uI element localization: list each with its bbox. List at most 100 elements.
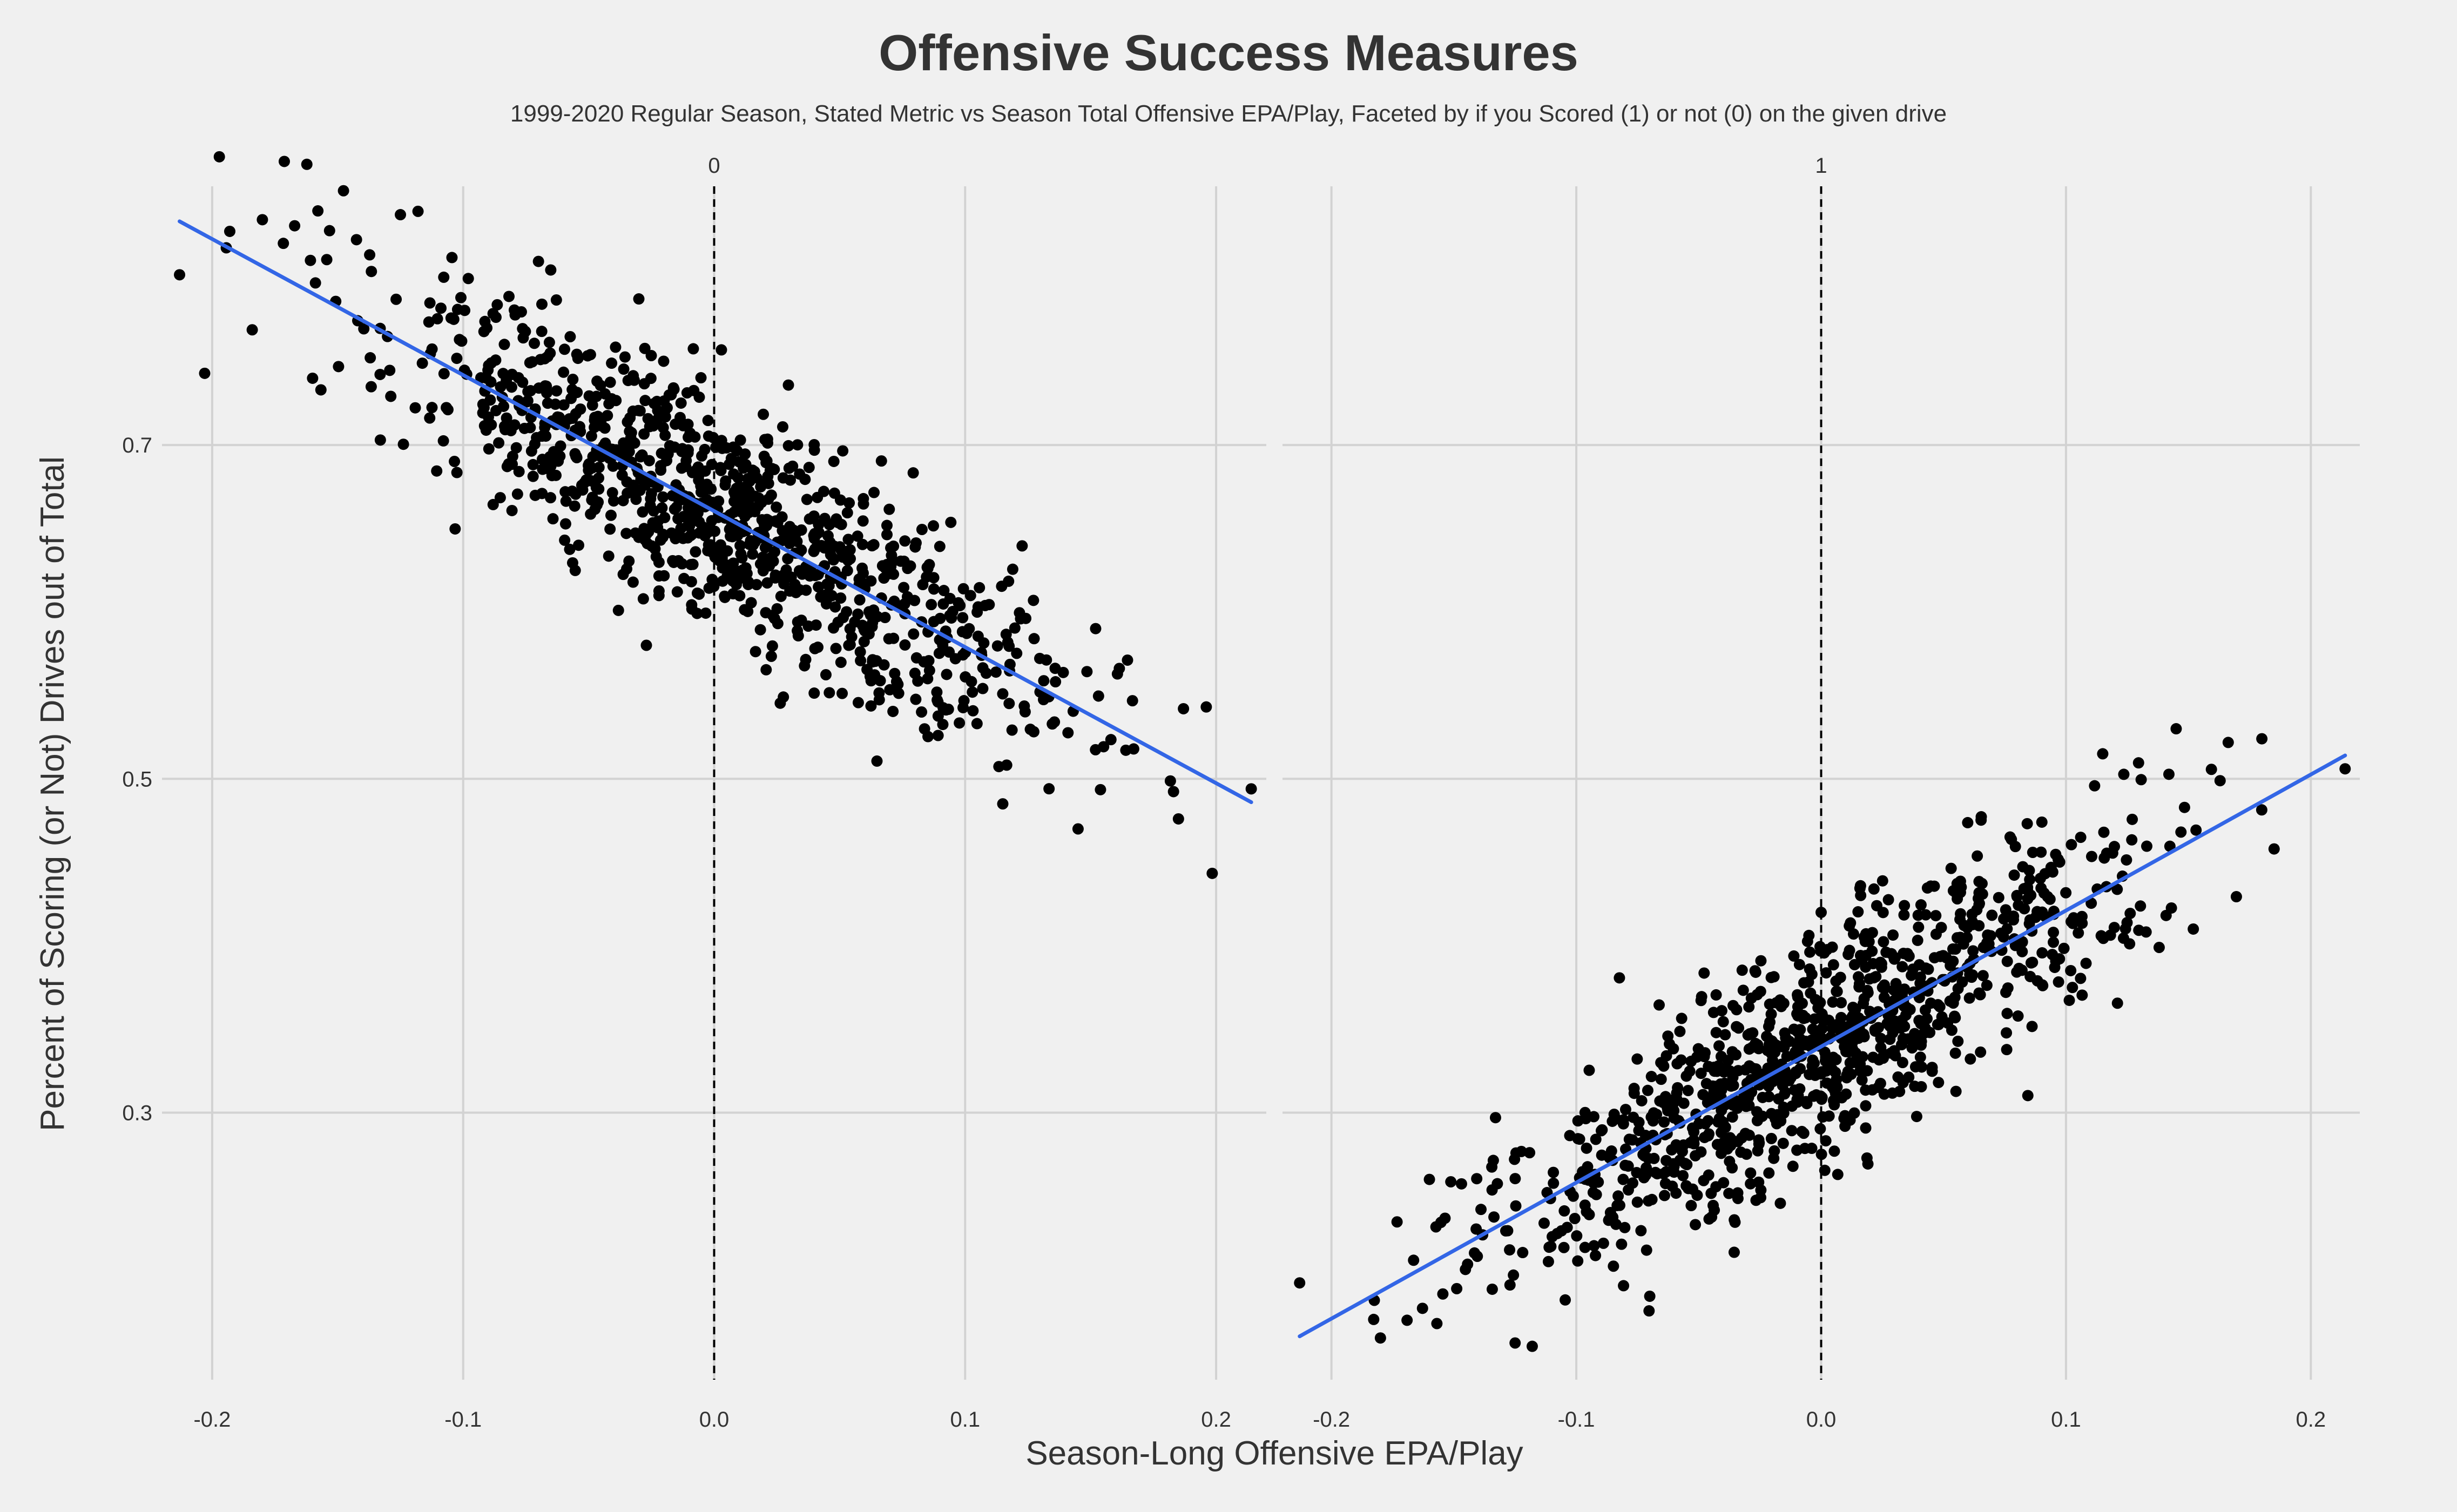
data-point [1805,987,1817,999]
data-point [763,515,775,526]
data-point [777,472,789,484]
data-point [1491,1178,1503,1190]
data-point [487,308,499,320]
data-point [1007,563,1018,575]
data-point [1815,945,1827,957]
data-point [498,400,510,412]
data-point [1002,636,1014,648]
data-point [1901,948,1913,960]
data-point [1853,981,1865,993]
data-point [916,706,928,718]
data-point [823,580,835,592]
data-point [731,578,742,590]
data-point [1921,1013,1933,1025]
data-point [1715,1050,1727,1062]
data-point [550,294,562,306]
data-point [1445,1176,1457,1188]
data-point [1488,1211,1500,1223]
data-point [1678,1139,1690,1151]
data-point [1597,1237,1609,1249]
x-tick-label: 0.0 [1806,1408,1837,1432]
data-point [872,611,883,623]
data-point [2050,848,2062,860]
data-point [1961,922,1973,934]
data-point [2153,941,2165,953]
data-point [1778,1107,1790,1119]
data-point [794,468,806,480]
data-point [1695,1068,1707,1079]
data-point [1832,1169,1844,1180]
data-point [774,697,786,709]
y-axis-label: Percent of Scoring (or Not) Drives out o… [34,456,71,1131]
data-point [1860,1100,1872,1112]
x-tick-label: 0.2 [2296,1408,2326,1432]
x-tick-label: -0.1 [1558,1408,1595,1432]
data-point [441,402,453,414]
data-point [571,348,583,360]
data-point [2039,868,2051,880]
data-point [828,455,840,467]
data-point [658,395,670,407]
data-point [908,628,920,640]
data-point [1081,666,1093,678]
data-point [1920,909,1932,921]
data-point [2067,917,2079,929]
data-point [957,701,969,713]
data-point [622,375,634,387]
data-point [510,442,522,454]
data-point [1062,727,1074,739]
data-point [1875,958,1887,970]
data-point [482,364,494,376]
data-point [801,494,813,505]
data-point [1842,948,1854,960]
data-point [1842,1065,1854,1077]
data-point [1854,1065,1866,1077]
data-point [616,469,628,481]
data-point [1628,1088,1640,1099]
data-point [1945,862,1957,874]
data-point [944,610,956,622]
data-point [446,252,458,264]
data-point [2118,768,2130,780]
data-point [1671,1093,1683,1105]
data-point [899,639,911,651]
data-point [1788,950,1800,962]
data-point [366,266,377,278]
data-point [1517,1247,1529,1259]
data-point [905,560,916,572]
data-point [1896,961,1908,973]
data-point [2048,936,2060,948]
data-point [2097,748,2109,760]
data-point [928,520,940,532]
data-point [757,551,769,563]
data-point [1954,914,1966,926]
data-point [1502,1225,1514,1237]
data-point [1884,1020,1896,1032]
data-point [1619,1104,1631,1116]
data-point [431,313,443,325]
data-point [739,448,751,460]
data-point [1009,622,1021,634]
data-point [811,541,823,552]
data-point [856,619,868,631]
data-point [752,500,764,512]
data-point [2066,839,2077,850]
data-point [1688,1126,1700,1138]
data-point [747,548,759,560]
data-point [1899,1021,1911,1032]
data-point [1846,1037,1858,1049]
data-point [599,388,611,400]
data-point [485,376,497,388]
data-point [1848,1107,1860,1119]
data-point [1648,1107,1659,1119]
data-point [881,529,893,541]
data-point [395,209,407,221]
data-point [1882,894,1894,906]
data-point [967,705,979,717]
data-point [423,316,435,328]
data-point [870,655,882,667]
data-point [2073,927,2084,939]
data-point [1749,965,1761,977]
data-point [956,626,968,638]
data-point [374,434,386,446]
